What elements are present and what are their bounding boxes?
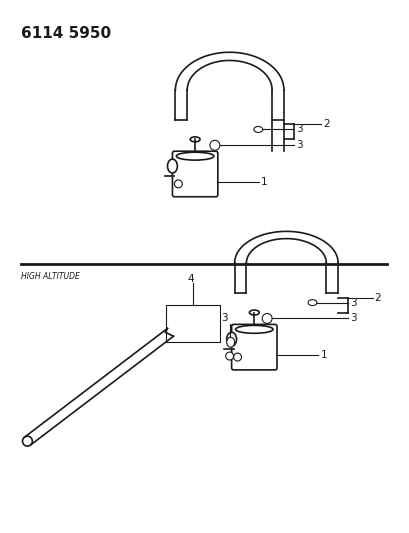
Bar xyxy=(165,304,219,342)
Ellipse shape xyxy=(176,152,213,160)
Circle shape xyxy=(225,352,233,360)
Ellipse shape xyxy=(190,137,200,142)
Text: 3: 3 xyxy=(295,140,302,150)
Text: 2: 2 xyxy=(374,293,380,303)
Text: 1: 1 xyxy=(261,177,267,187)
Text: 6114 5950: 6114 5950 xyxy=(20,26,110,41)
Ellipse shape xyxy=(249,310,258,315)
Ellipse shape xyxy=(235,325,272,333)
Text: 4: 4 xyxy=(187,274,194,284)
Ellipse shape xyxy=(226,337,234,347)
Ellipse shape xyxy=(307,300,316,305)
Text: 3: 3 xyxy=(349,297,356,308)
Ellipse shape xyxy=(167,159,177,173)
Circle shape xyxy=(209,140,219,150)
Ellipse shape xyxy=(253,126,262,132)
Circle shape xyxy=(174,180,182,188)
Text: 3: 3 xyxy=(349,313,356,324)
Text: 3: 3 xyxy=(295,124,302,134)
Circle shape xyxy=(233,353,241,361)
Circle shape xyxy=(262,313,272,324)
Text: 2: 2 xyxy=(323,119,329,130)
FancyBboxPatch shape xyxy=(231,325,276,370)
FancyBboxPatch shape xyxy=(172,151,217,197)
Ellipse shape xyxy=(226,332,236,346)
Text: 1: 1 xyxy=(319,350,326,360)
Circle shape xyxy=(22,436,32,446)
Text: 3: 3 xyxy=(220,313,227,324)
Text: HIGH ALTITUDE: HIGH ALTITUDE xyxy=(20,272,79,281)
